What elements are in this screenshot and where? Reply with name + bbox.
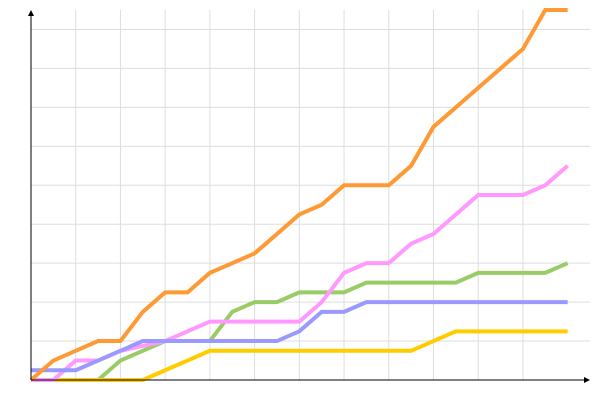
y-axis-arrow-icon <box>28 10 34 16</box>
axes <box>28 10 590 383</box>
series-line-4 <box>31 300 568 373</box>
series-line-1 <box>31 261 569 382</box>
x-axis-arrow-icon <box>584 377 590 383</box>
series-line-5 <box>29 8 568 382</box>
